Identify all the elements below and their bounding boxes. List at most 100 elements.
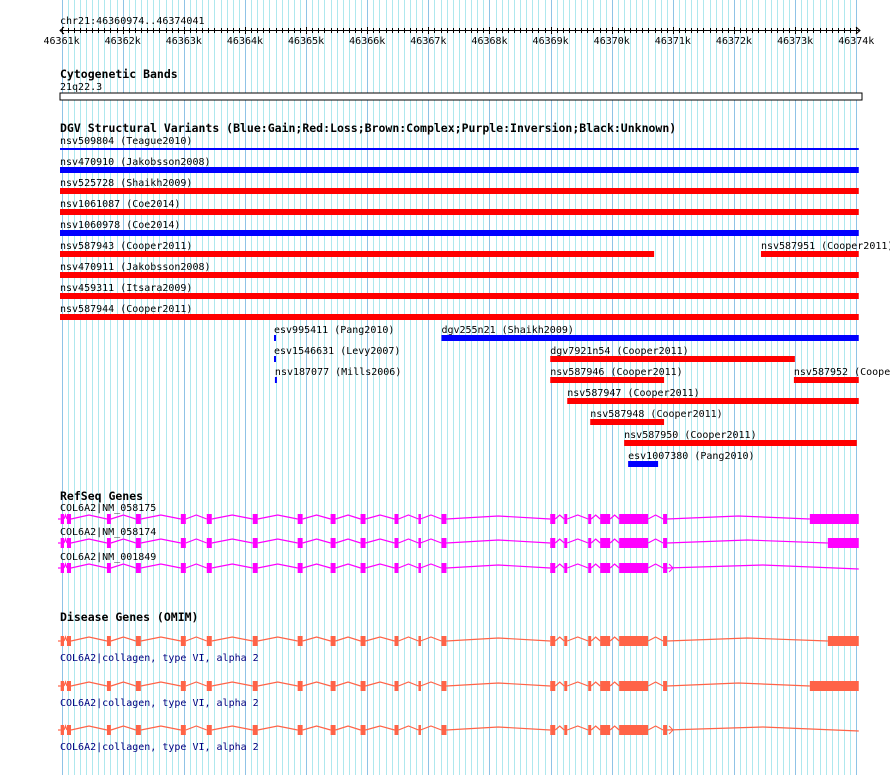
variant-bar-gain[interactable] [60,167,859,173]
refseq-track-title[interactable]: RefSeq Genes [60,489,143,503]
variant-bar-loss[interactable] [550,356,795,362]
dgv-variant[interactable]: nsv587952 (Cooper2011) [793,367,890,383]
exon [550,725,556,735]
dgv-variant[interactable]: nsv587947 (Cooper2011) [567,388,859,404]
exon [106,514,111,524]
exon [827,538,859,548]
scroll-right-arrow-icon[interactable] [855,26,861,35]
exon [550,563,556,573]
variant-bar-loss[interactable] [760,251,859,257]
intron-line [590,563,601,569]
gene-model[interactable]: COL6A2|collagen, type VI, alpha 2 [58,724,859,753]
exon [66,538,72,548]
dgv-variant[interactable]: dgv7921n54 (Cooper2011) [550,346,795,362]
intron-line [554,725,565,731]
exon [252,538,258,548]
intron-line [110,538,137,544]
location-label: chr21:46360974..46374041 [60,16,205,27]
omim-track-title[interactable]: Disease Genes (OMIM) [60,610,198,624]
gene-model[interactable]: COL6A2|NM_058174 [58,527,859,548]
intron-line [667,682,810,687]
variant-bar-gain[interactable] [274,335,277,341]
dgv-variant[interactable]: esv995411 (Pang2010) [274,325,394,341]
dgv-variant[interactable]: nsv587948 (Cooper2011) [590,409,723,425]
dgv-variant[interactable]: nsv587950 (Cooper2011) [624,430,857,446]
variant-bar-loss[interactable] [60,293,859,299]
variant-bar-loss[interactable] [60,188,859,194]
ruler[interactable]: 46361k 46362k 46363k 46364k 46365k 46366k 4636… [44,26,875,47]
refseq-genes: COL6A2|NM_058175 COL6A2|NM_058174 COL6A2|N… [58,503,859,573]
exon [297,681,303,691]
exon [252,563,258,573]
dgv-variant[interactable]: nsv587946 (Cooper2011) [550,367,683,383]
cytoband-track-title[interactable]: Cytogenetic Bands [60,67,178,81]
dgv-variant[interactable]: esv1546631 (Levy2007) [274,346,400,362]
variant-bar-gain[interactable] [441,335,859,341]
variant-bar-loss[interactable] [624,440,857,446]
variant-bar-gain[interactable] [60,148,859,150]
exon [206,538,212,548]
dgv-variant[interactable]: nsv470910 (Jakobsson2008) [60,157,859,173]
dgv-variant[interactable]: nsv509804 (Teague2010) [60,136,859,150]
intron-line [609,681,620,687]
ruler-tick-label: 46369k [533,36,569,47]
variant-bar-loss[interactable] [60,209,859,215]
variant-bar-loss[interactable] [793,377,859,383]
dgv-track-title[interactable]: DGV Structural Variants (Blue:Gain;Red:L… [60,121,676,135]
dgv-variant[interactable]: nsv587943 (Cooper2011) [60,241,655,257]
intron-line [609,514,620,520]
exon [600,681,611,691]
variant-label: nsv587947 (Cooper2011) [567,388,699,399]
gene-model[interactable]: COL6A2|collagen, type VI, alpha 2 [58,635,859,664]
variant-bar-gain[interactable] [274,356,277,362]
exon [135,563,141,573]
variant-bar-loss[interactable] [567,398,859,404]
exon [619,636,649,646]
variant-bar-loss[interactable] [590,419,665,425]
variant-bar-gain[interactable] [60,230,859,236]
dgv-variant[interactable]: nsv525728 (Shaikh2009) [60,178,859,194]
dgv-variant[interactable]: dgv255n21 (Shaikh2009) [441,325,859,341]
dgv-variant[interactable]: esv1007380 (Pang2010) [628,451,755,467]
dgv-variants: nsv509804 (Teague2010) nsv470910 (Jakobss… [60,136,890,467]
intron-line [590,538,601,544]
intron-line [567,538,589,544]
intron-line [667,539,828,544]
exon [663,636,668,646]
dgv-variant[interactable]: nsv470911 (Jakobsson2008) [60,262,859,278]
exon [550,538,556,548]
exon [600,725,611,735]
intron-line [365,636,395,642]
exon [252,725,258,735]
exon [252,514,258,524]
exon [360,514,366,524]
dgv-variant[interactable]: nsv1060978 (Coe2014) [60,220,859,236]
exon [564,636,568,646]
gene-model[interactable]: COL6A2|NM_058175 [58,503,859,524]
variant-bar-loss[interactable] [60,251,655,257]
dgv-variant[interactable]: nsv187077 (Mills2006) [274,367,401,383]
intron-line [667,637,828,642]
gene-label: COL6A2|collagen, type VI, alpha 2 [60,742,259,753]
dgv-variant[interactable]: nsv587951 (Cooper2011) [760,241,890,257]
variant-bar-loss[interactable] [60,314,859,320]
gene-model[interactable]: COL6A2|collagen, type VI, alpha 2 [58,680,859,709]
exon [418,514,421,524]
variant-label: nsv587950 (Cooper2011) [624,430,756,441]
dgv-variant[interactable]: nsv459311 (Itsara2009) [60,283,859,299]
cytoband-21q22.3[interactable] [59,92,863,101]
variant-bar-loss[interactable] [60,272,859,278]
variant-bar-loss[interactable] [550,377,665,383]
variant-bar-gain[interactable] [628,461,659,467]
variant-bar-gain[interactable] [274,377,277,383]
variant-label: nsv587948 (Cooper2011) [590,409,722,420]
intron-line [365,538,395,544]
variant-label: dgv7921n54 (Cooper2011) [550,346,688,357]
dgv-variant[interactable]: nsv587944 (Cooper2011) [60,304,859,320]
exon [550,514,556,524]
gene-model[interactable]: COL6A2|NM_001849 [58,552,859,573]
variant-label: nsv587946 (Cooper2011) [550,367,682,378]
dgv-variant[interactable]: nsv1061087 (Coe2014) [60,199,859,215]
exon [588,538,592,548]
intron-line [647,636,664,642]
